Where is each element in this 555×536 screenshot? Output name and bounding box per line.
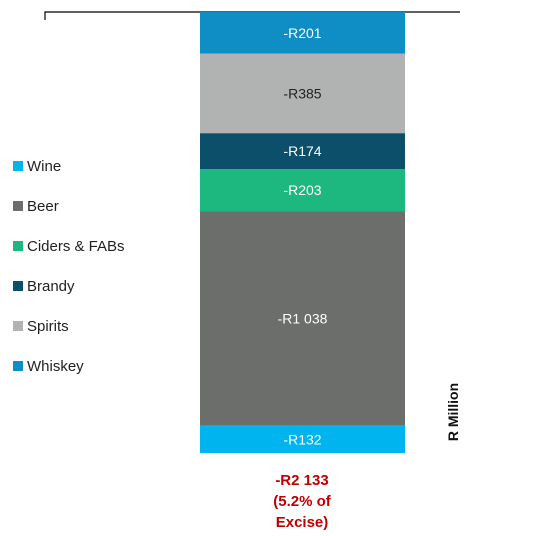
- bar-segment-beer: [200, 211, 405, 426]
- legend-swatch: [13, 321, 23, 331]
- data-label-whiskey: -R201: [283, 25, 321, 41]
- data-label-spirits: -R385: [283, 85, 321, 101]
- legend: Wine Beer Ciders & FABs Brandy Spirits Whiske…: [13, 146, 125, 386]
- total-label: -R2 133 (5.2% of Excise): [230, 470, 374, 533]
- legend-swatch: [13, 201, 23, 211]
- legend-item: Whiskey: [13, 346, 125, 386]
- total-line-3: Excise): [275, 514, 329, 531]
- legend-label: Whiskey: [27, 357, 84, 375]
- legend-item: Ciders & FABs: [13, 226, 125, 266]
- data-label-brandy: -R174: [283, 143, 321, 159]
- legend-swatch: [13, 241, 23, 251]
- total-line-2: (5.2% of: [273, 493, 331, 510]
- legend-item: Wine: [13, 146, 125, 186]
- bar-segment-spirits: [200, 53, 405, 134]
- legend-swatch: [13, 361, 23, 371]
- legend-label: Spirits: [27, 317, 69, 335]
- legend-swatch: [13, 281, 23, 291]
- bar-segment-ciders-fabs: [200, 169, 405, 212]
- legend-label: Wine: [27, 157, 62, 175]
- bar-segment-brandy: [200, 133, 405, 170]
- legend-label: Beer: [27, 197, 59, 215]
- legend-item: Beer: [13, 186, 125, 226]
- y-axis-label-text: R Million: [445, 382, 461, 442]
- legend-label: Ciders & FABs: [27, 237, 125, 255]
- legend-label: Brandy: [27, 277, 75, 295]
- data-label-wine: -R132: [283, 431, 321, 447]
- legend-item: Spirits: [13, 306, 125, 346]
- y-axis-label: R Million: [444, 372, 462, 452]
- bar-segment-whiskey: [200, 12, 405, 54]
- legend-swatch: [13, 161, 23, 171]
- data-label-beer: -R1 038: [278, 310, 328, 326]
- data-label-ciders-fabs: -R203: [283, 182, 321, 198]
- total-line-1: -R2 133: [275, 472, 329, 489]
- legend-item: Brandy: [13, 266, 125, 306]
- bar-segment-wine: [200, 425, 405, 453]
